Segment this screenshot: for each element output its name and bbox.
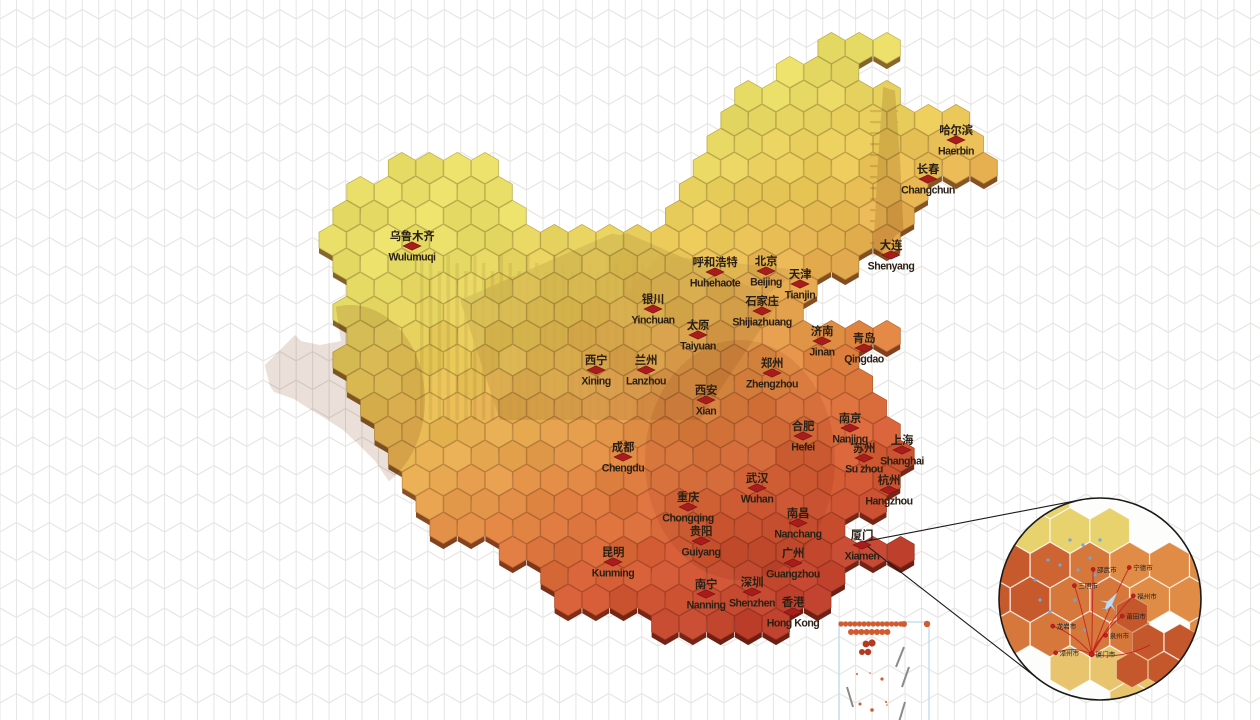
svg-text:Wuhan: Wuhan [741, 494, 774, 506]
svg-text:Guangzhou: Guangzhou [766, 569, 820, 581]
svg-text:Xining: Xining [581, 376, 610, 388]
svg-text:Shanghai: Shanghai [880, 456, 924, 468]
svg-text:Changchun: Changchun [901, 185, 955, 197]
svg-text:Xian: Xian [696, 406, 716, 418]
svg-text:合肥: 合肥 [792, 418, 815, 434]
svg-text:乌鲁木齐: 乌鲁木齐 [390, 228, 436, 244]
svg-text:Beijing: Beijing [750, 277, 782, 289]
svg-text:邵武市: 邵武市 [1097, 564, 1117, 574]
svg-text:呼和浩特: 呼和浩特 [693, 254, 739, 270]
svg-text:长春: 长春 [917, 161, 940, 177]
svg-text:上海: 上海 [891, 432, 914, 448]
svg-text:泉州市: 泉州市 [1110, 630, 1130, 640]
svg-text:Zhengzhou: Zhengzhou [746, 379, 798, 391]
svg-text:福州市: 福州市 [1137, 590, 1157, 600]
svg-text:Kunming: Kunming [592, 568, 634, 580]
svg-text:Chengdu: Chengdu [602, 463, 644, 475]
svg-text:Yinchuan: Yinchuan [631, 315, 674, 327]
svg-text:大连: 大连 [880, 237, 903, 253]
svg-text:Qingdao: Qingdao [844, 354, 884, 366]
svg-text:Huhehaote: Huhehaote [690, 278, 741, 290]
svg-text:宁德市: 宁德市 [1133, 562, 1153, 572]
svg-text:重庆: 重庆 [677, 489, 700, 505]
svg-text:Shenzhen: Shenzhen [729, 598, 775, 610]
svg-text:Lanzhou: Lanzhou [626, 376, 666, 388]
svg-text:Nanchang: Nanchang [774, 529, 821, 541]
svg-text:Shijiazhuang: Shijiazhuang [732, 317, 791, 329]
svg-text:成都: 成都 [612, 439, 635, 455]
svg-text:莆田市: 莆田市 [1126, 611, 1146, 621]
svg-text:哈尔滨: 哈尔滨 [939, 122, 973, 138]
svg-text:Wulumuqi: Wulumuqi [389, 252, 437, 264]
svg-text:Haerbin: Haerbin [938, 146, 974, 158]
svg-text:漳州市: 漳州市 [1060, 647, 1080, 657]
svg-text:三明市: 三明市 [1078, 580, 1098, 590]
svg-text:Hefei: Hefei [791, 442, 815, 454]
svg-text:Nanning: Nanning [687, 600, 726, 612]
svg-text:Xiamen: Xiamen [845, 551, 880, 563]
svg-text:龙岩市: 龙岩市 [1057, 621, 1077, 631]
svg-text:Jinan: Jinan [809, 347, 834, 359]
svg-text:Hong Kong: Hong Kong [767, 618, 820, 630]
svg-text:Tianjin: Tianjin [785, 290, 815, 302]
svg-text:Guiyang: Guiyang [682, 547, 721, 559]
svg-text:Shenyang: Shenyang [868, 261, 915, 273]
svg-text:Taiyuan: Taiyuan [680, 341, 716, 353]
svg-text:香港: 香港 [782, 594, 805, 610]
svg-text:武汉: 武汉 [746, 470, 769, 486]
svg-text:Hangzhou: Hangzhou [865, 496, 912, 508]
svg-text:厦门市: 厦门市 [1096, 649, 1116, 659]
svg-text:太原: 太原 [687, 317, 710, 333]
svg-text:天津: 天津 [789, 266, 812, 282]
